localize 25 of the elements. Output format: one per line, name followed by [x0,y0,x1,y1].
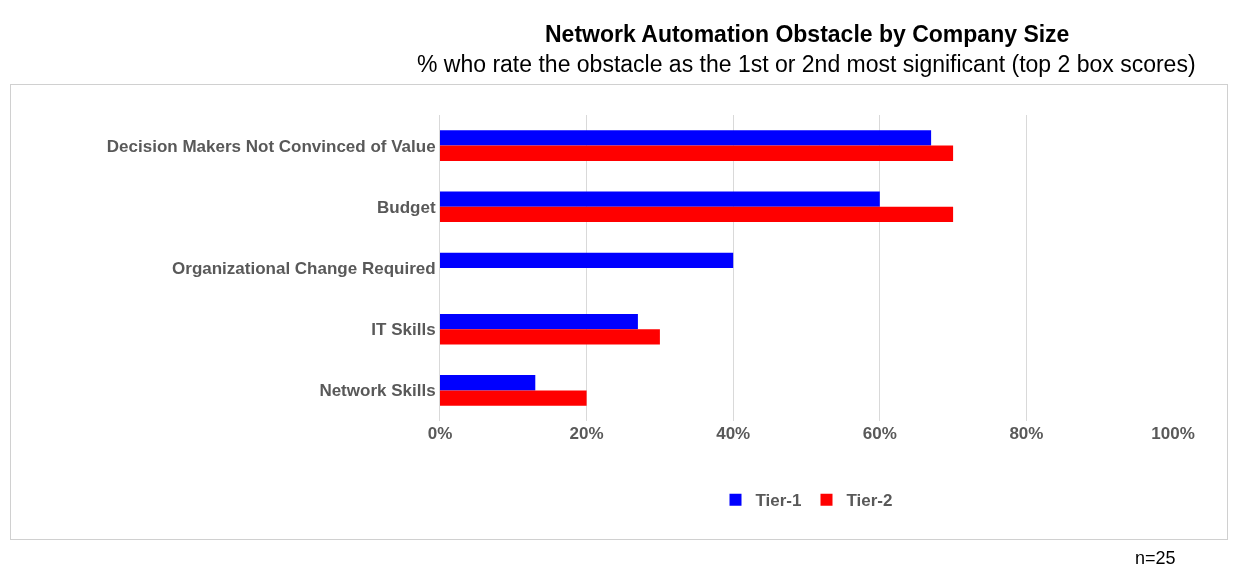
bar [440,252,734,268]
chart-title: Network Automation Obstacle by Company Size [545,21,1070,47]
x-tick-label: 0% [427,424,453,443]
bar [440,329,660,345]
y-tick-label: IT Skills [371,320,436,340]
bar [440,130,932,146]
x-tick-label: 100% [1151,424,1195,443]
bar [440,145,954,161]
bar [440,375,536,391]
x-tick-label: 60% [862,424,897,443]
legend-label: Tier-1 [755,491,802,511]
bar [440,191,880,207]
bar [440,390,587,406]
text: n=25 [1135,548,1176,568]
y-tick-label: Decision Makers Not Convinced of Value [106,136,436,156]
x-tick-label: 20% [569,424,604,443]
y-tick-label: Organizational Change Required [172,258,436,278]
chart-subtitle: % who rate the obstacle as the 1st or 2nd most significant (top 2 box scores) [417,51,1196,77]
legend-label: Tier-2 [846,491,893,511]
bar [440,313,638,330]
bar [440,206,954,223]
y-tick-label: Network Skills [319,381,436,401]
x-tick-label: 80% [1009,424,1044,443]
x-tick-label: 40% [716,424,751,443]
y-tick-label: Budget [377,197,436,217]
